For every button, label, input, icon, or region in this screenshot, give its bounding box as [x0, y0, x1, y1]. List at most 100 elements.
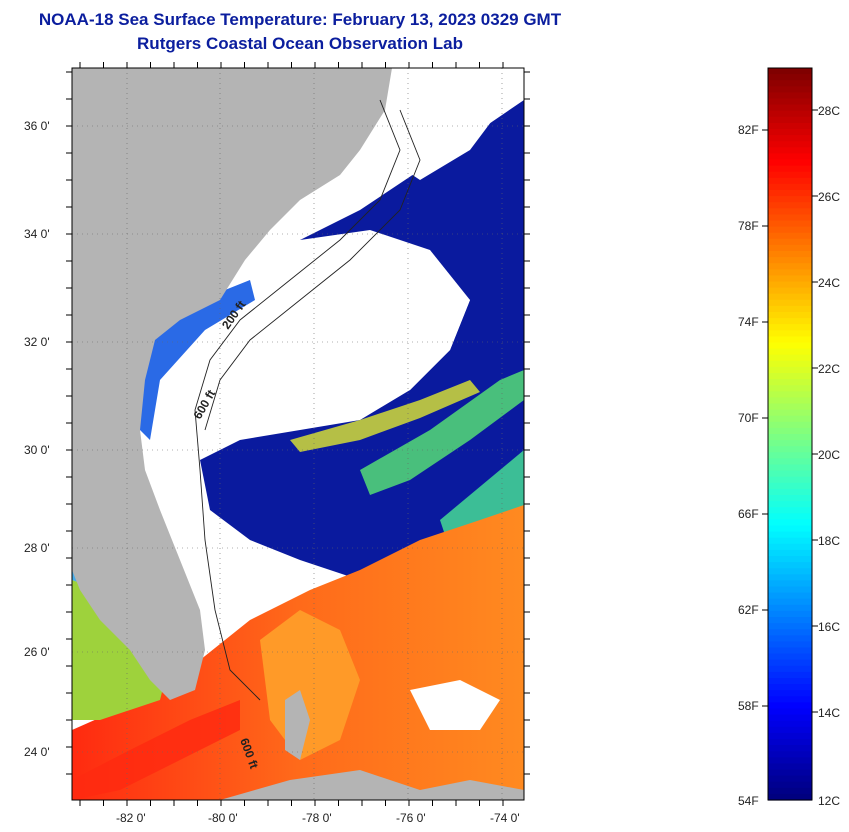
- warm-streak: [360, 370, 524, 495]
- colorbar-band: [768, 232, 812, 240]
- colorbar-band: [768, 92, 812, 100]
- colorbar-c-label: 26C: [818, 190, 840, 204]
- colorbar-band: [768, 562, 812, 569]
- colorbar-band: [768, 659, 812, 667]
- colorbar-band: [768, 86, 812, 93]
- colorbar-band: [768, 68, 812, 75]
- colorbar-band: [768, 470, 812, 478]
- colorbar-band: [768, 208, 812, 215]
- colorbar-band: [768, 196, 812, 203]
- colorbar-band: [768, 556, 812, 563]
- colorbar-band: [768, 513, 812, 520]
- colorbar-band: [768, 604, 812, 612]
- colorbar-band: [768, 202, 812, 209]
- colorbar-band: [768, 525, 812, 533]
- colorbar-border: [767, 67, 813, 801]
- colorbar-band: [768, 787, 812, 795]
- colorbar-band: [768, 507, 812, 514]
- colorbar-band: [768, 275, 812, 283]
- cloud-patch-north: [390, 80, 500, 180]
- map-border: [71, 67, 525, 801]
- map-title: NOAA-18 Sea Surface Temperature: Februar…: [38, 10, 562, 29]
- lon-label: -76 0': [396, 811, 426, 825]
- colorbar-band: [768, 336, 812, 344]
- colorbar-band: [768, 684, 812, 691]
- colorbar-c-label: 18C: [818, 534, 840, 548]
- sst-imagery: [72, 68, 524, 800]
- colorbar-band: [768, 360, 812, 368]
- colorbar-f-label: 66F: [738, 507, 759, 521]
- colorbar-band: [768, 549, 812, 557]
- warm-streak: [290, 380, 480, 452]
- colorbar-band: [768, 690, 812, 697]
- colorbar-band: [768, 476, 812, 484]
- colorbar-band: [768, 458, 812, 466]
- colorbar-band: [768, 531, 812, 539]
- colorbar-band: [768, 348, 812, 356]
- colorbar-band: [768, 647, 812, 655]
- colorbar-band: [768, 732, 812, 740]
- colorbar-band: [768, 354, 812, 362]
- colorbar-band: [768, 793, 812, 801]
- colorbar-band: [768, 391, 812, 398]
- colorbar-band: [768, 488, 812, 496]
- colorbar-f-label: 74F: [738, 315, 759, 329]
- land-andros: [285, 690, 310, 760]
- cold-water-region: [200, 100, 524, 620]
- colorbar-band: [768, 775, 812, 783]
- colorbar-band: [768, 446, 812, 453]
- colorbar-band: [768, 751, 812, 758]
- colorbar-band: [768, 263, 812, 270]
- colorbar-band: [768, 781, 812, 789]
- gulf-west-water: [72, 580, 170, 720]
- land-cuba: [220, 770, 524, 800]
- colorbar-band: [768, 739, 812, 746]
- colorbar-band: [768, 299, 812, 307]
- colorbar-band: [768, 330, 812, 337]
- colorbar-band: [768, 104, 812, 112]
- colorbar-f-label: 70F: [738, 411, 759, 425]
- colorbar-band: [768, 403, 812, 411]
- colorbar-band: [768, 702, 812, 710]
- colorbar-band: [768, 421, 812, 429]
- colorbar-band: [768, 74, 812, 81]
- lat-label: 26 0': [24, 645, 50, 659]
- colorbar-band: [768, 147, 812, 154]
- map-subtitle: Rutgers Coastal Ocean Observation Lab: [137, 34, 463, 53]
- colorbar-band: [768, 226, 812, 234]
- colorbar-band: [768, 617, 812, 624]
- colorbar-band: [768, 312, 812, 319]
- colorbar-band: [768, 574, 812, 581]
- colorbar-band: [768, 220, 812, 228]
- colorbar-band: [768, 116, 812, 124]
- colorbar-band: [768, 696, 812, 703]
- colorbar-band: [768, 257, 812, 264]
- colorbar-band: [768, 427, 812, 435]
- colorbar-band: [768, 598, 812, 606]
- lon-label: -80 0': [208, 811, 238, 825]
- colorbar-band: [768, 635, 812, 642]
- colorbar-band: [768, 98, 812, 106]
- colorbar-band: [768, 281, 812, 289]
- colorbar-band: [768, 678, 812, 685]
- colorbar: 82F 78F 74F 70F 66F 62F 58F 54F 28C 26C …: [738, 67, 840, 808]
- colorbar-band: [768, 653, 812, 661]
- colorbar-band: [768, 568, 812, 575]
- colorbar-ticks: [762, 109, 818, 713]
- colorbar-band: [768, 135, 812, 142]
- colorbar-band: [768, 623, 812, 630]
- colorbar-band: [768, 464, 812, 472]
- colorbar-band: [768, 244, 812, 252]
- cloud-patch-south: [410, 680, 500, 730]
- colorbar-band: [768, 177, 812, 185]
- colorbar-f-label: 78F: [738, 219, 759, 233]
- colorbar-band: [768, 409, 812, 417]
- colorbar-band: [768, 482, 812, 490]
- colorbar-band: [768, 318, 812, 325]
- colorbar-band: [768, 373, 812, 380]
- lon-label: -82 0': [116, 811, 146, 825]
- colorbar-band: [768, 769, 812, 777]
- colorbar-band: [768, 726, 812, 734]
- lon-label: -74 0': [490, 811, 520, 825]
